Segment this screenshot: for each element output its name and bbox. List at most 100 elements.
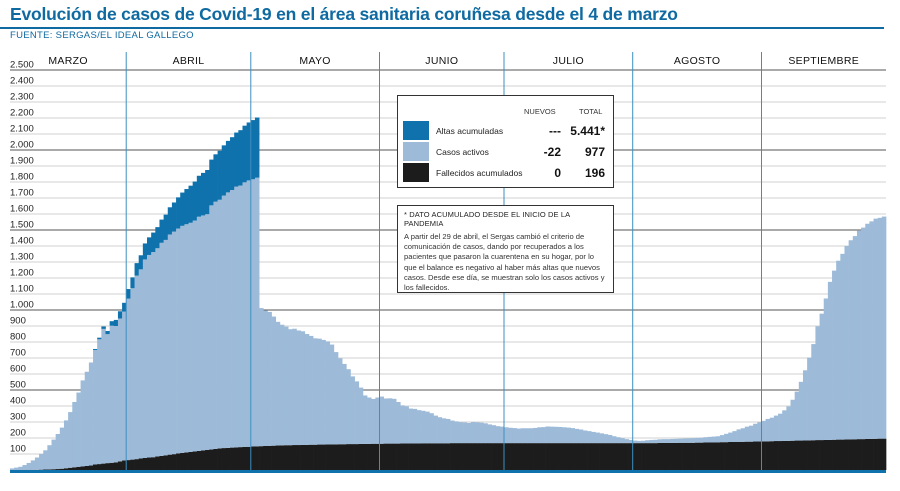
bar-fallecidos: [267, 445, 272, 470]
bar-activos: [396, 402, 401, 444]
bar-altas: [109, 321, 115, 326]
bar-altas: [209, 159, 214, 206]
bar-fallecidos: [180, 452, 185, 470]
bar-fallecidos: [196, 450, 202, 470]
bar-activos: [848, 240, 854, 440]
bar-fallecidos: [645, 443, 650, 470]
bar-activos: [827, 281, 833, 440]
bar-fallecidos: [308, 444, 314, 470]
bar-activos: [105, 334, 110, 464]
bar-activos: [180, 225, 185, 453]
legend-total-value: 5.441*: [570, 124, 605, 138]
bar-fallecidos: [832, 439, 837, 470]
bar-fallecidos: [416, 443, 422, 470]
bar-altas: [130, 277, 135, 289]
bar-activos: [798, 381, 804, 441]
bar-altas: [188, 185, 194, 223]
bar-altas: [200, 172, 206, 216]
bar-fallecidos: [346, 444, 351, 470]
bar-altas: [176, 197, 181, 229]
bar-activos: [761, 420, 766, 442]
legend-item-fallecidos: Fallecidos acumulados 0 196: [403, 163, 608, 183]
legend-label: Fallecidos acumulados: [436, 168, 523, 178]
bar-fallecidos: [649, 443, 654, 470]
bar-activos: [184, 224, 189, 453]
bar-activos: [516, 428, 521, 444]
bar-activos: [26, 462, 32, 470]
legend-total-value: 977: [584, 145, 605, 159]
bar-activos: [528, 428, 534, 444]
month-header: MARZO ABRIL MAYO JUNIO JULIO AGOSTO SEPTIEMBRE: [10, 55, 886, 71]
bar-fallecidos: [798, 440, 804, 470]
bar-fallecidos: [350, 444, 355, 470]
bar-activos: [221, 195, 227, 449]
legend-label: Altas acumuladas: [436, 126, 504, 136]
bar-activos: [832, 270, 837, 440]
bar-activos: [611, 436, 617, 444]
bar-fallecidos: [213, 448, 218, 470]
bar-activos: [371, 398, 376, 444]
bar-altas: [234, 132, 239, 187]
bar-fallecidos: [528, 443, 534, 470]
bar-fallecidos: [790, 440, 796, 470]
bar-fallecidos: [520, 443, 526, 470]
y-tick-label: 1.500: [10, 220, 34, 231]
bar-fallecidos: [782, 440, 787, 470]
bar-fallecidos: [861, 439, 866, 470]
bar-fallecidos: [379, 443, 384, 470]
y-tick-label: 400: [10, 396, 26, 407]
bar-fallecidos: [869, 438, 874, 470]
month-label: JUNIO: [425, 55, 458, 67]
bar-activos: [819, 313, 825, 441]
bar-fallecidos: [620, 443, 625, 470]
bar-fallecidos: [93, 464, 98, 470]
bar-fallecidos: [192, 451, 198, 470]
bar-fallecidos: [122, 460, 127, 470]
legend-nuevos-value: -22: [543, 145, 561, 159]
bar-activos: [213, 201, 218, 449]
bar-fallecidos: [732, 442, 737, 470]
bar-activos: [321, 339, 326, 445]
bar-fallecidos: [238, 447, 243, 470]
bar-activos: [678, 438, 683, 443]
bar-fallecidos: [421, 443, 426, 470]
bar-fallecidos: [284, 445, 289, 470]
bar-activos: [39, 454, 44, 470]
bar-activos: [815, 326, 820, 441]
methodology-note: * DATO ACUMULADO DESDE EL INICIO DE LA P…: [397, 205, 614, 293]
bar-fallecidos: [682, 442, 688, 470]
y-tick-label: 1.800: [10, 172, 34, 183]
bar-activos: [487, 424, 492, 444]
month-label: SEPTIEMBRE: [788, 55, 859, 67]
bar-altas: [155, 227, 160, 249]
bar-fallecidos: [259, 446, 264, 470]
bar-activos: [101, 328, 106, 464]
bar-activos: [578, 429, 584, 444]
bar-fallecidos: [794, 440, 800, 470]
bar-activos: [296, 330, 301, 446]
bar-activos: [333, 352, 339, 445]
bar-fallecidos: [524, 443, 530, 470]
bar-altas: [147, 237, 152, 255]
bar-activos: [288, 329, 293, 446]
bar-fallecidos: [877, 438, 883, 470]
bar-activos: [749, 425, 754, 442]
bar-fallecidos: [566, 443, 571, 470]
bar-activos: [657, 439, 663, 443]
bar-fallecidos: [296, 445, 301, 470]
bar-activos: [512, 428, 517, 444]
bar-fallecidos: [678, 442, 683, 470]
y-tick-label: 1.400: [10, 236, 34, 247]
bar-activos: [93, 350, 98, 465]
bar-altas: [230, 137, 235, 190]
bar-fallecidos: [342, 444, 347, 470]
bar-activos: [483, 423, 488, 444]
bar-activos: [624, 439, 629, 444]
bar-fallecidos: [76, 466, 81, 470]
bar-activos: [462, 422, 468, 444]
bar-fallecidos: [549, 443, 555, 470]
bar-activos: [728, 432, 733, 442]
bar-activos: [337, 358, 343, 445]
bar-fallecidos: [495, 443, 501, 470]
